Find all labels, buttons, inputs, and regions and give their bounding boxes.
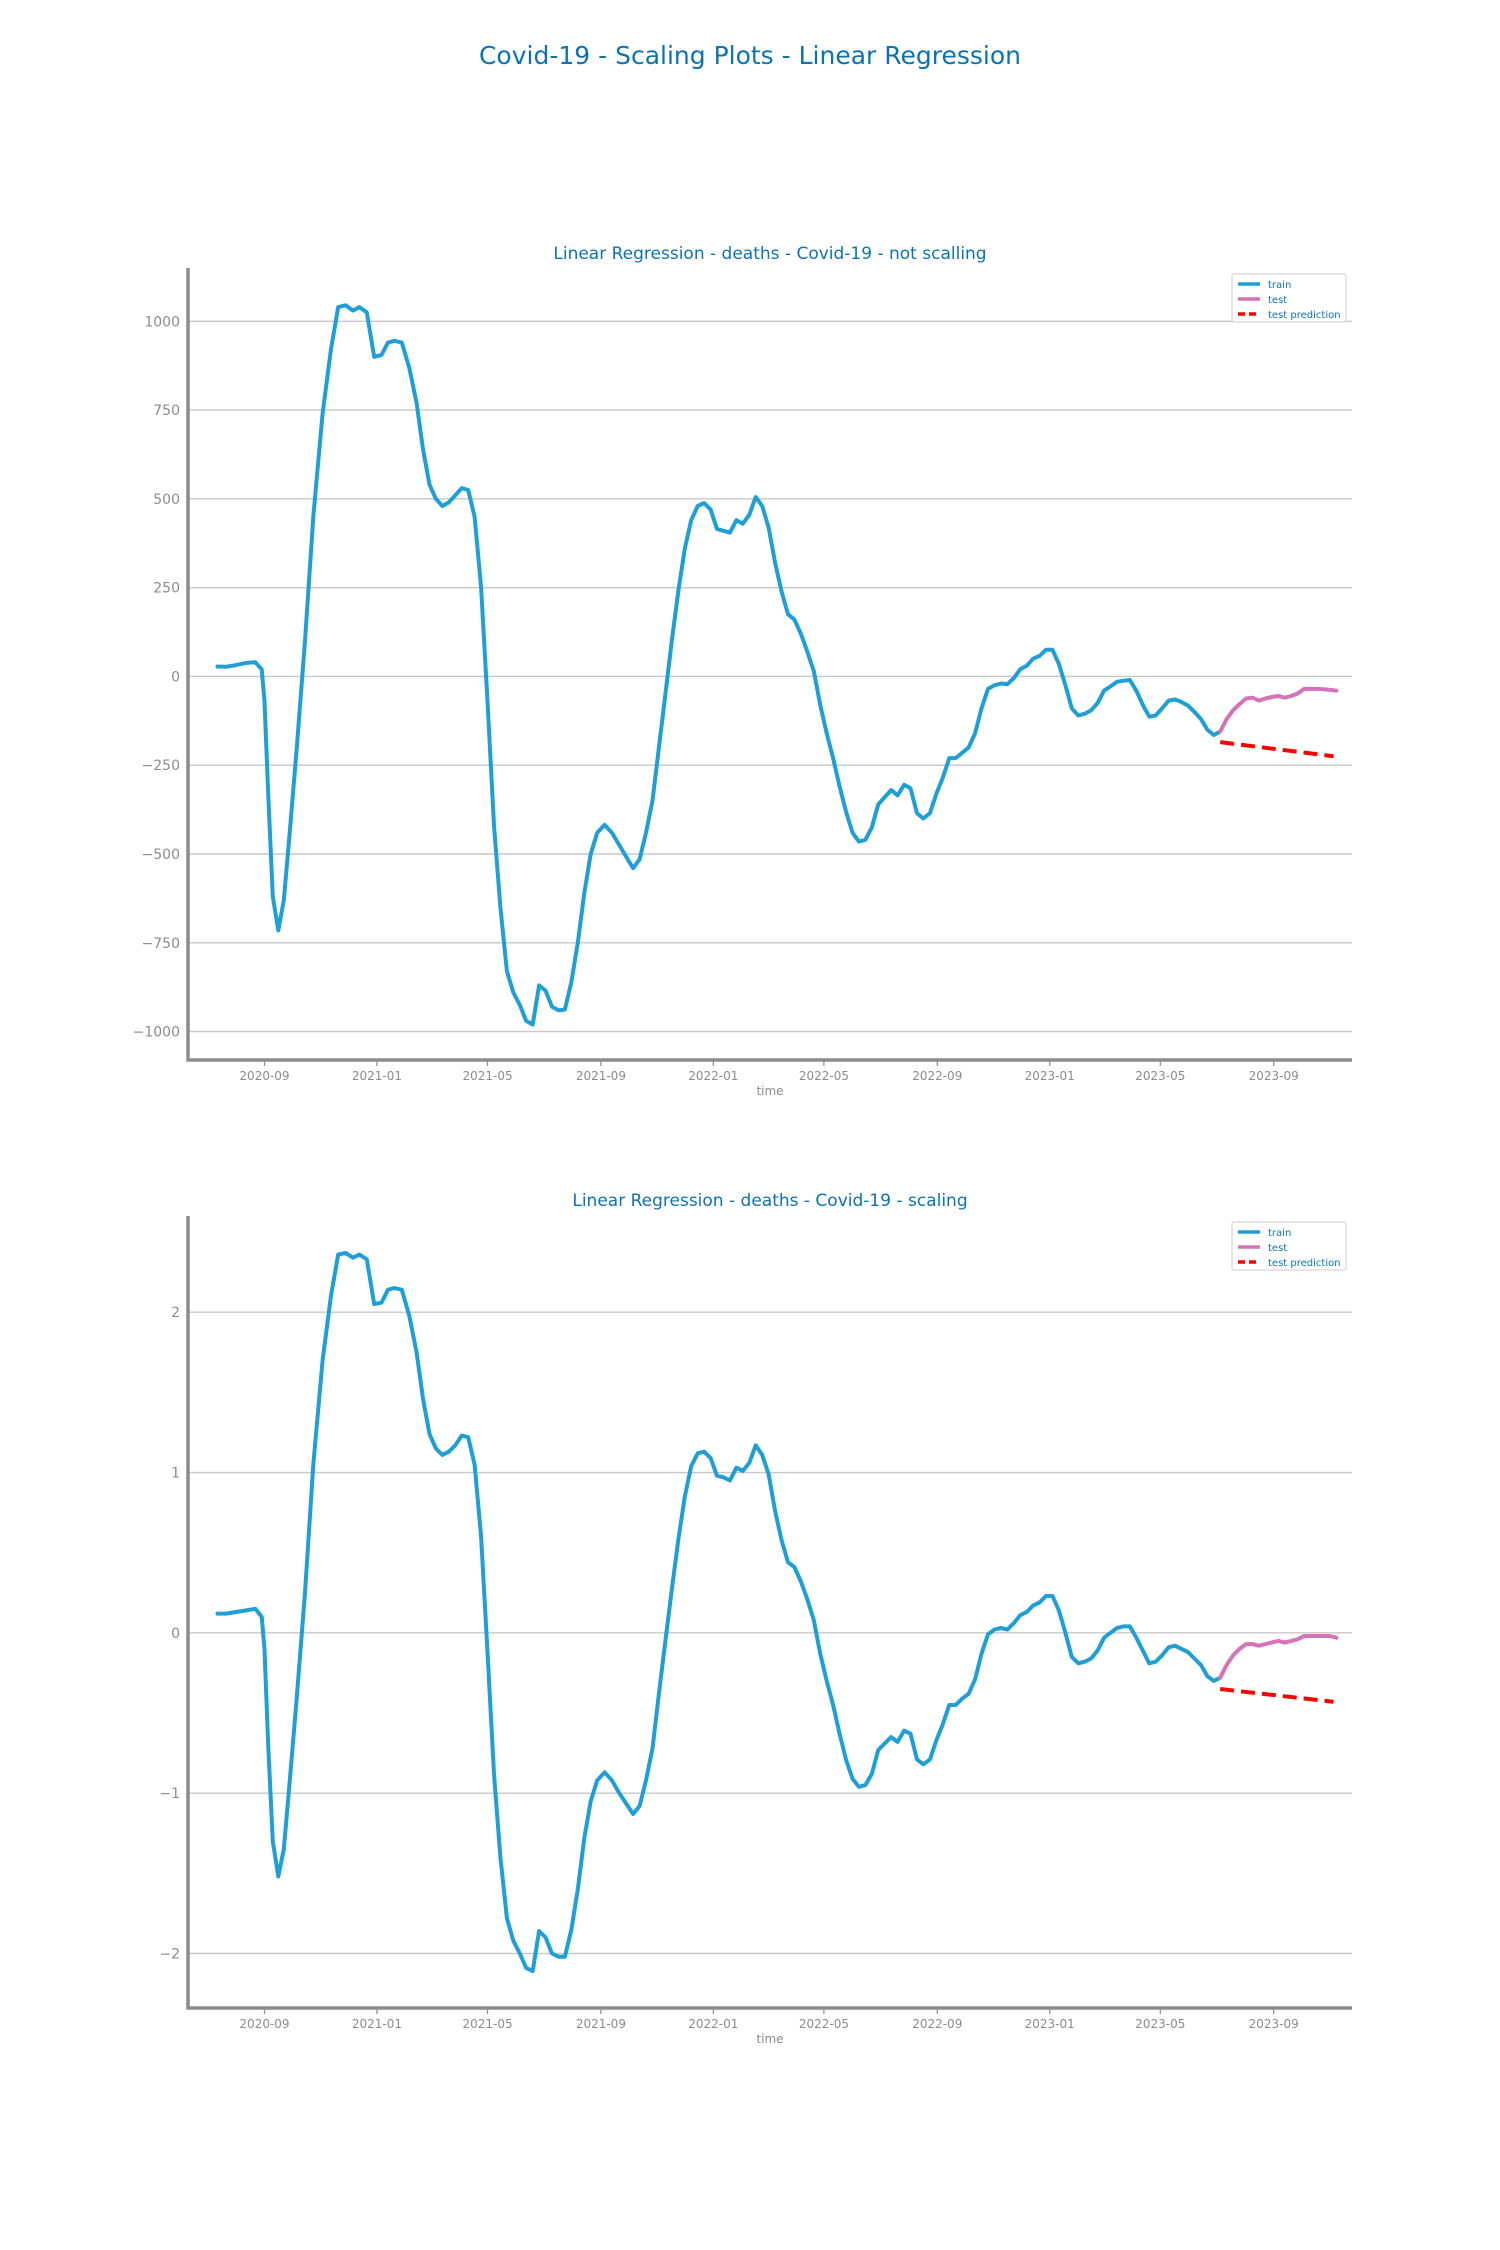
x-tick-label: 2022-01 [688,1069,738,1083]
y-tick-label: −500 [142,847,180,863]
x-tick-label: 2023-01 [1025,2017,1075,2031]
legend: train test test prediction [1231,1221,1347,1271]
y-tick-label: −1000 [133,1025,180,1041]
x-tick-label: 2022-05 [799,1069,849,1083]
y-tick-label: −1 [159,1786,180,1802]
y-tick-label: 0 [171,1626,180,1642]
legend-box [1231,1221,1347,1271]
legend-label-train: train [1268,280,1291,291]
legend: train test test prediction [1231,273,1347,323]
x-tick-label: 2023-01 [1025,1069,1075,1083]
x-axis-label: time [756,1084,783,1098]
x-tick-label: 2023-05 [1135,1069,1185,1083]
legend-label-test-prediction: test prediction [1268,310,1341,321]
legend-label-train: train [1268,1228,1291,1239]
x-tick-label: 2023-09 [1249,1069,1299,1083]
x-tick-label: 2022-09 [912,2017,962,2031]
y-tick-label: −750 [142,936,180,952]
y-tick-label: 0 [171,669,180,685]
legend-box [1231,273,1347,323]
series-line-test-prediction [1219,740,1334,759]
chart-not-scaling: Linear Regression - deaths - Covid-19 - … [133,244,1352,1098]
x-tick-label: 2020-09 [239,1069,289,1083]
y-tick-label: 1000 [144,314,180,330]
x-tick-label: 2022-05 [799,2017,849,2031]
series-line-train [215,1250,1223,1974]
legend-label-test: test [1268,295,1287,306]
chart-scaling: Linear Regression - deaths - Covid-19 - … [159,1191,1352,2046]
legend-label-test-prediction: test prediction [1268,1258,1341,1269]
series-line-test [1218,686,1339,734]
x-tick-label: 2022-01 [688,2017,738,2031]
y-tick-label: −250 [142,758,180,774]
series-line-train [215,303,1223,1027]
y-tick-label: 750 [153,403,180,419]
x-tick-label: 2021-05 [462,2017,512,2031]
series-line-test [1218,1634,1339,1680]
legend-label-test: test [1268,1243,1287,1254]
series-line-test-prediction [1219,1687,1334,1704]
x-tick-label: 2021-09 [576,2017,626,2031]
y-tick-label: 1 [171,1466,180,1482]
x-axis-label: time [756,2032,783,2046]
x-tick-label: 2022-09 [912,1069,962,1083]
y-tick-label: −2 [159,1946,180,1962]
x-tick-label: 2020-09 [239,2017,289,2031]
x-tick-label: 2023-09 [1249,2017,1299,2031]
y-tick-label: 500 [153,492,180,508]
x-tick-label: 2021-01 [352,2017,402,2031]
x-tick-label: 2021-01 [352,1069,402,1083]
y-tick-label: 2 [171,1305,180,1321]
x-tick-label: 2023-05 [1135,2017,1185,2031]
chart-title: Linear Regression - deaths - Covid-19 - … [572,1191,967,1211]
chart-title: Linear Regression - deaths - Covid-19 - … [553,244,986,264]
y-tick-label: 250 [153,581,180,597]
figure-title: Covid-19 - Scaling Plots - Linear Regres… [479,41,1021,70]
x-tick-label: 2021-05 [462,1069,512,1083]
x-tick-label: 2021-09 [576,1069,626,1083]
